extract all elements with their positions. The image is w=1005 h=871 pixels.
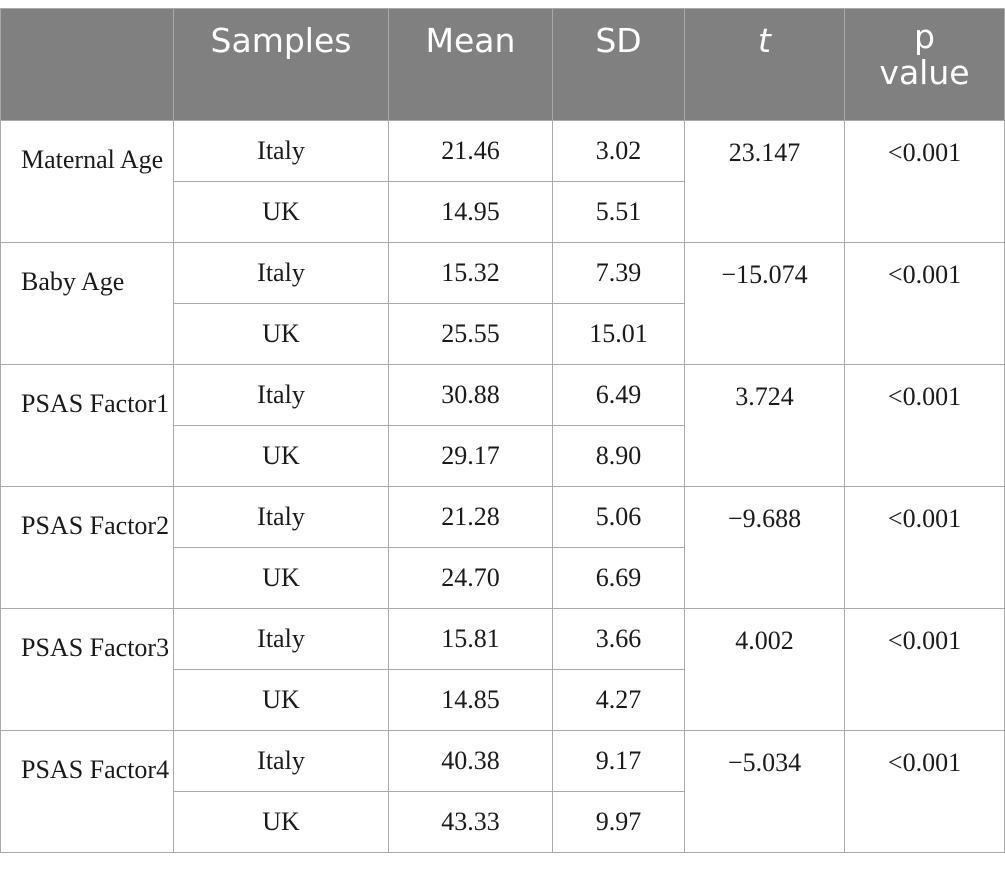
sd-cell: 9.97: [552, 791, 685, 853]
mean-cell: 14.95: [388, 181, 553, 243]
sd-cell: 3.66: [552, 608, 685, 670]
p-value-cell: <0.001: [844, 120, 1005, 243]
header-sd: SD: [552, 8, 685, 121]
table-row: UK 14.85 4.27: [1, 669, 1005, 731]
sample-cell: UK: [173, 547, 389, 609]
sd-cell: 3.02: [552, 120, 685, 182]
header-variable: [0, 8, 174, 121]
t-value-cell: −15.074: [684, 242, 845, 365]
t-value-cell: 23.147: [684, 120, 845, 243]
mean-cell: 25.55: [388, 303, 553, 365]
table-row: PSAS Factor2 Italy 21.28 5.06 −9.688 <0.001: [0, 486, 1005, 609]
header-p-value: p value: [844, 8, 1005, 121]
sd-cell: 7.39: [552, 242, 685, 304]
header-mean: Mean: [388, 8, 553, 121]
header-row: Samples Mean SD t p value: [0, 8, 1005, 121]
sd-cell: 9.17: [552, 730, 685, 792]
sd-cell: 5.51: [552, 181, 685, 243]
table-body: Maternal Age Italy 21.46 3.02 23.147 <0.001 UK…: [0, 120, 1005, 853]
sample-cell: Italy: [173, 242, 389, 304]
header-p-value-text: p value: [879, 17, 970, 93]
p-value-cell: <0.001: [844, 608, 1005, 731]
t-value-cell: −5.034: [684, 730, 845, 853]
table-row: PSAS Factor4 Italy 40.38 9.17 −5.034 <0.001: [0, 730, 1005, 853]
sample-cell: Italy: [173, 730, 389, 792]
header-t: t: [684, 8, 845, 121]
mean-cell: 21.28: [388, 486, 553, 548]
header-samples: Samples: [173, 8, 389, 121]
sd-cell: 5.06: [552, 486, 685, 548]
table-row: PSAS Factor1 Italy 30.88 6.49 3.724 <0.001: [0, 364, 1005, 487]
mean-cell: 30.88: [388, 364, 553, 426]
sample-cell: Italy: [173, 364, 389, 426]
table-row: Baby Age Italy 15.32 7.39 −15.074 <0.001: [0, 242, 1005, 365]
sample-cell: Italy: [173, 608, 389, 670]
sample-cell: UK: [173, 303, 389, 365]
mean-cell: 24.70: [388, 547, 553, 609]
table-row: UK 14.95 5.51: [1, 181, 1005, 243]
variable-cell: PSAS Factor4: [0, 730, 174, 853]
t-value-cell: 4.002: [684, 608, 845, 731]
t-value-cell: −9.688: [684, 486, 845, 609]
mean-cell: 15.32: [388, 242, 553, 304]
table-row: UK 43.33 9.97: [1, 791, 1005, 853]
sd-cell: 8.90: [552, 425, 685, 487]
table-row: Maternal Age Italy 21.46 3.02 23.147 <0.001: [0, 120, 1005, 243]
p-value-cell: <0.001: [844, 730, 1005, 853]
sample-cell: UK: [173, 669, 389, 731]
variable-cell: PSAS Factor1: [0, 364, 174, 487]
sample-cell: UK: [173, 181, 389, 243]
mean-cell: 15.81: [388, 608, 553, 670]
p-value-cell: <0.001: [844, 242, 1005, 365]
sd-cell: 6.69: [552, 547, 685, 609]
comparison-table: Samples Mean SD t p value Maternal Age It…: [0, 8, 1005, 853]
mean-cell: 40.38: [388, 730, 553, 792]
table-header: Samples Mean SD t p value: [0, 8, 1005, 121]
mean-cell: 43.33: [388, 791, 553, 853]
sd-cell: 6.49: [552, 364, 685, 426]
p-value-cell: <0.001: [844, 486, 1005, 609]
variable-cell: Baby Age: [0, 242, 174, 365]
t-value-cell: 3.724: [684, 364, 845, 487]
sample-cell: Italy: [173, 486, 389, 548]
sample-cell: Italy: [173, 120, 389, 182]
variable-cell: Maternal Age: [0, 120, 174, 243]
variable-cell: PSAS Factor3: [0, 608, 174, 731]
mean-cell: 29.17: [388, 425, 553, 487]
sample-cell: UK: [173, 791, 389, 853]
mean-cell: 14.85: [388, 669, 553, 731]
mean-cell: 21.46: [388, 120, 553, 182]
table-row: PSAS Factor3 Italy 15.81 3.66 4.002 <0.001: [0, 608, 1005, 731]
sd-cell: 4.27: [552, 669, 685, 731]
sample-cell: UK: [173, 425, 389, 487]
p-value-cell: <0.001: [844, 364, 1005, 487]
variable-cell: PSAS Factor2: [0, 486, 174, 609]
table-row: UK 24.70 6.69: [1, 547, 1005, 609]
sd-cell: 15.01: [552, 303, 685, 365]
